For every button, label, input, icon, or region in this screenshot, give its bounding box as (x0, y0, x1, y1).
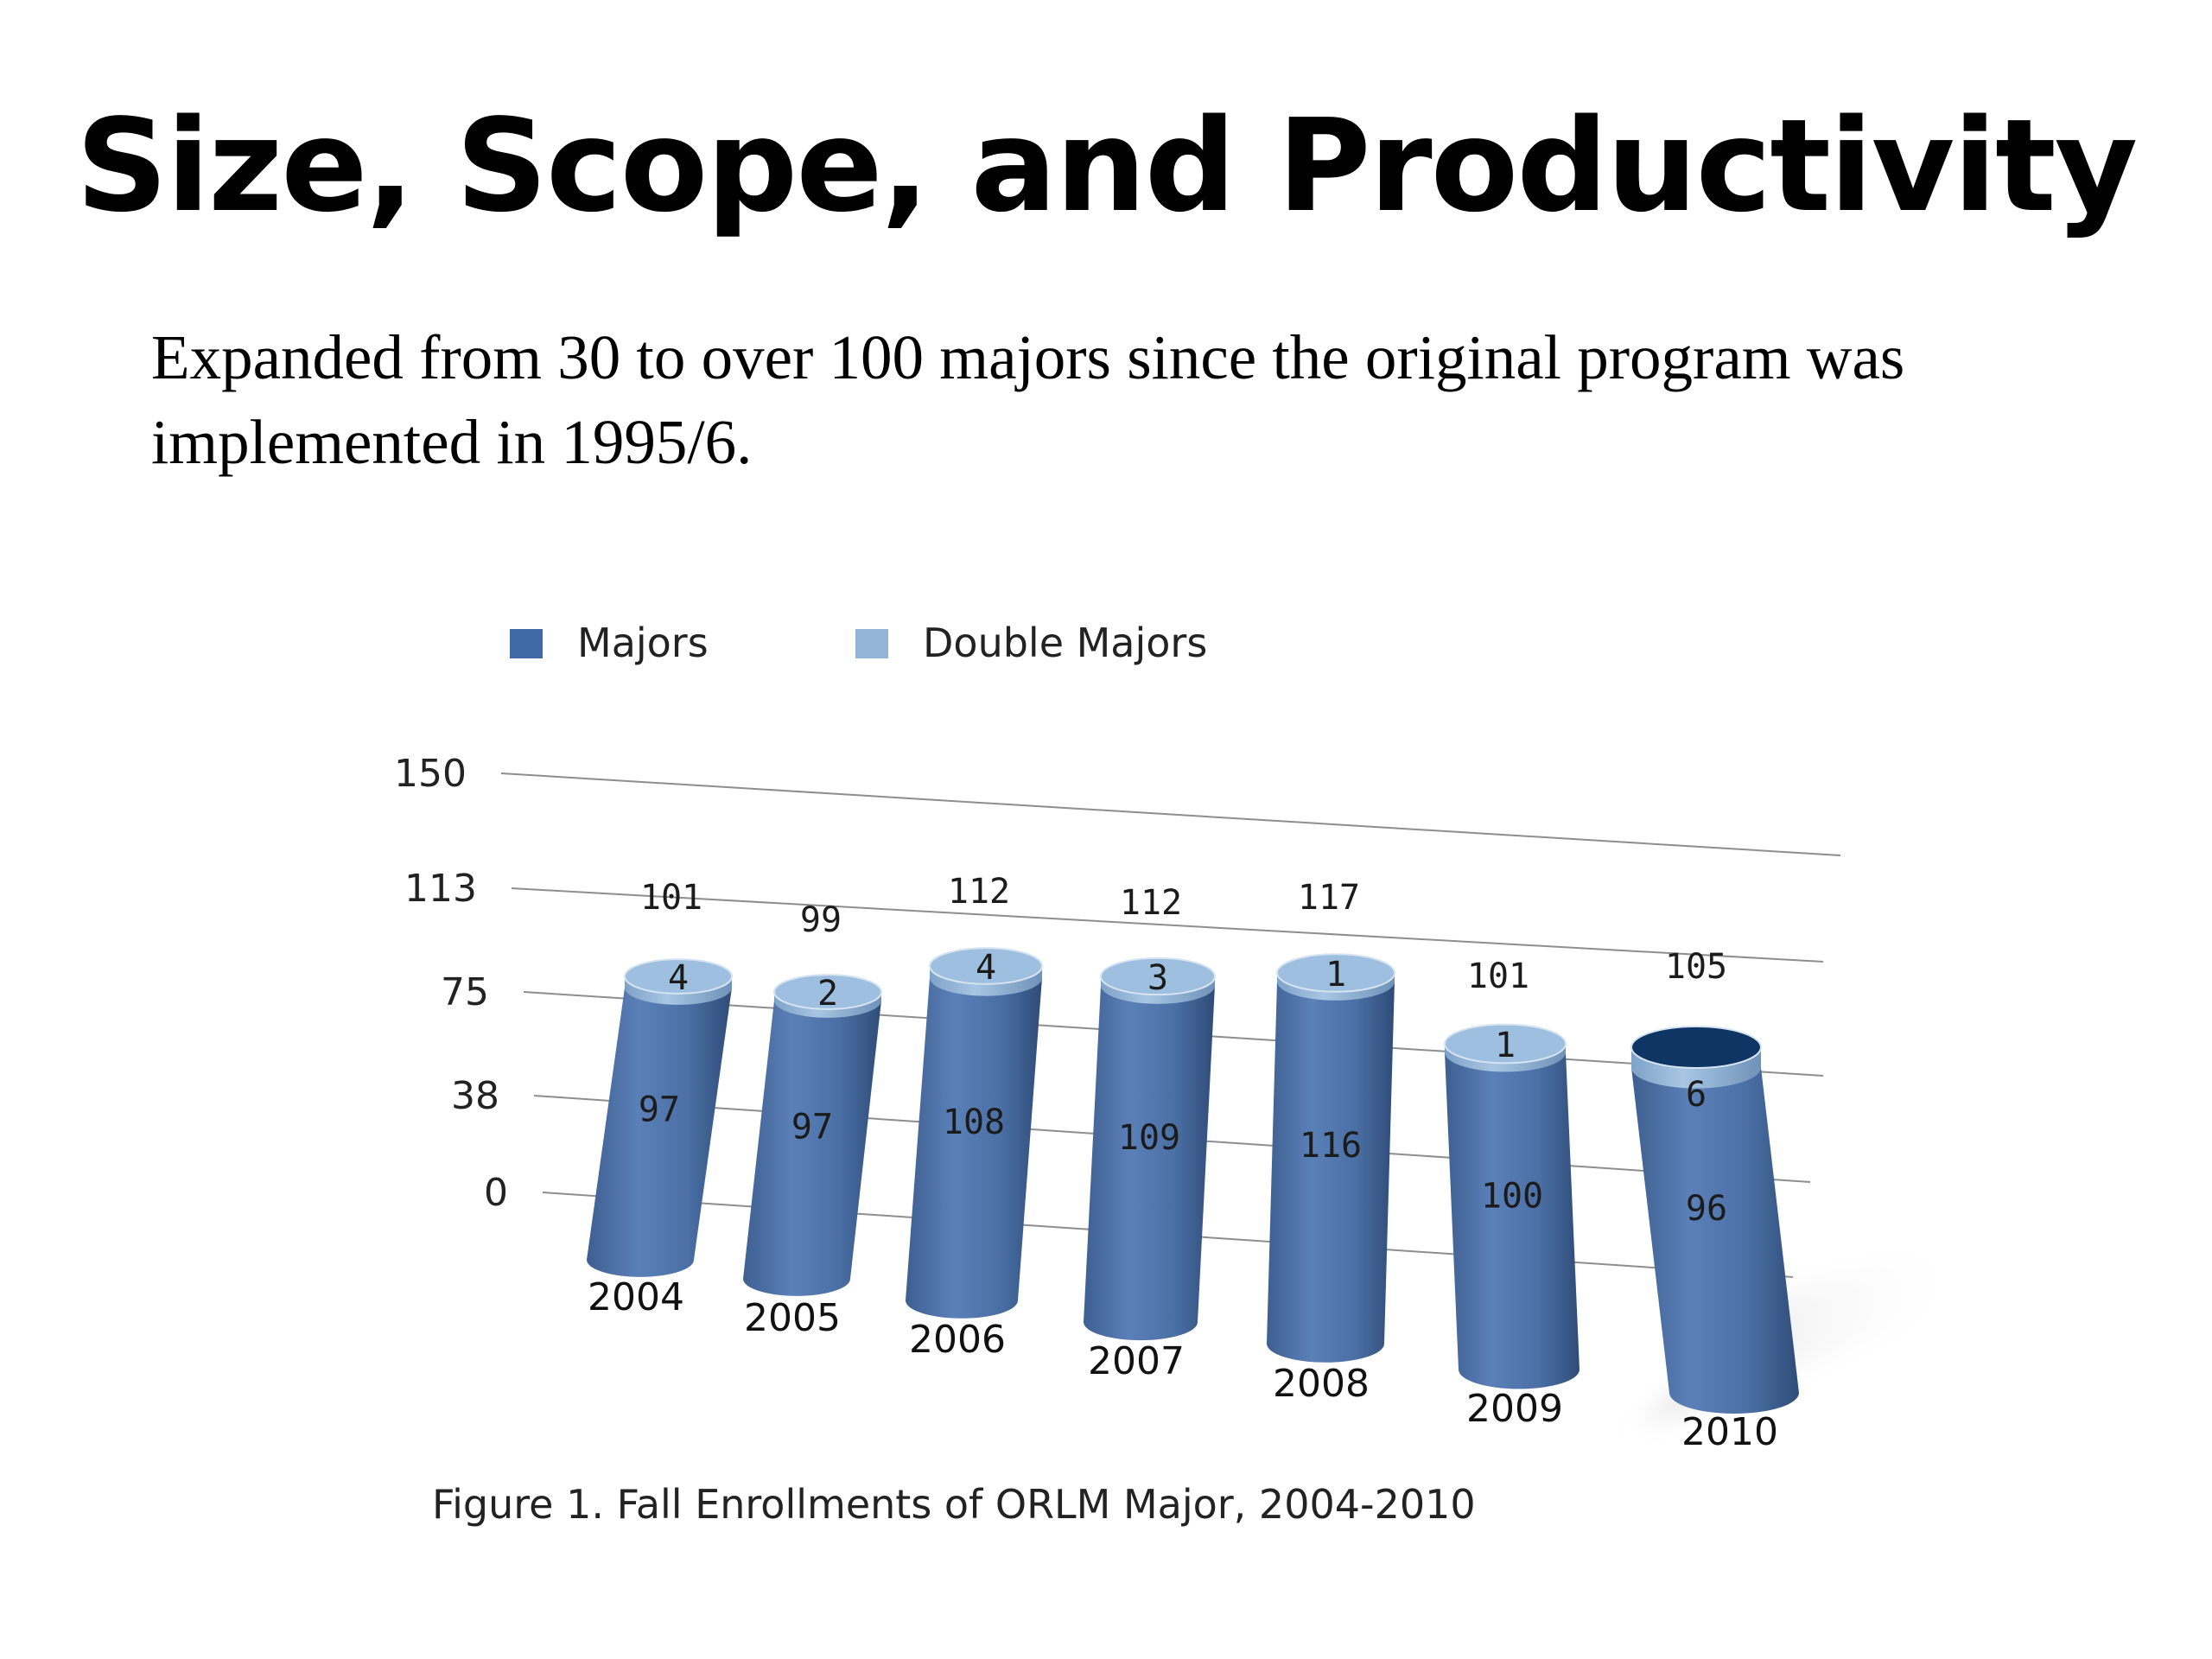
gridline (500, 772, 1841, 856)
bar-majors-2010 (1631, 1067, 1799, 1414)
bar-cap-2008 (1276, 953, 1395, 993)
label-majors-2010: 96 (1686, 1189, 1727, 1229)
gridline (511, 887, 1824, 963)
label-double-majors-2010: 6 (1686, 1075, 1707, 1115)
slide-body-text: Expanded from 30 to over 100 majors sinc… (151, 322, 1905, 477)
bar-cap-2010 (1630, 1026, 1762, 1069)
bar-majors-2008 (1267, 982, 1395, 1363)
label-total-2010: 105 (1665, 947, 1727, 987)
bar-cap-2004 (624, 958, 733, 995)
bar-majors-2006 (906, 977, 1042, 1319)
bar-2007 (1084, 957, 1216, 1341)
figure-caption: Figure 1. Fall Enrollments of ORLM Major… (432, 1481, 1476, 1528)
x-tick-label-2008: 2008 (1273, 1362, 1370, 1406)
label-double-majors-2006: 4 (976, 948, 996, 988)
slide-title: Size, Scope, and Productivity (75, 92, 2138, 240)
label-majors-2006: 108 (943, 1103, 1005, 1142)
bar-2004 (587, 958, 733, 1277)
y-tick-label: 113 (404, 867, 477, 911)
label-double-majors-2004: 4 (668, 958, 689, 998)
bar-majors-2009 (1445, 1052, 1580, 1389)
legend-swatch-majors (510, 629, 543, 658)
bar-majors-2007 (1084, 985, 1215, 1341)
bar-majors-2005 (743, 1001, 881, 1296)
bar-cap-2009 (1444, 1023, 1567, 1065)
label-majors-2004: 97 (639, 1090, 680, 1130)
label-total-2005: 99 (800, 900, 842, 940)
bar-cap-2006 (929, 947, 1043, 985)
label-total-2007: 112 (1120, 883, 1182, 923)
label-majors-2007: 109 (1118, 1118, 1180, 1158)
x-tick-label-2006: 2006 (909, 1318, 1006, 1362)
label-total-2008: 117 (1298, 878, 1360, 918)
bar-2005 (743, 974, 882, 1296)
y-tick-label: 38 (451, 1074, 499, 1118)
x-tick-label-2009: 2009 (1466, 1387, 1563, 1431)
bar-majors-2004 (587, 987, 732, 1277)
bar-2006 (906, 947, 1043, 1319)
label-total-2009: 101 (1467, 957, 1529, 996)
legend-swatch-double-majors (855, 629, 888, 658)
legend-label-double-majors: Double Majors (923, 620, 1207, 666)
y-tick-label: 75 (441, 970, 489, 1014)
label-double-majors-2005: 2 (817, 974, 838, 1014)
bar-2008 (1267, 953, 1395, 1363)
bar-cap-2007 (1100, 957, 1216, 996)
label-majors-2008: 116 (1300, 1126, 1362, 1166)
label-majors-2009: 100 (1481, 1177, 1543, 1217)
x-tick-label-2007: 2007 (1088, 1339, 1185, 1383)
bar-2010 (1630, 1026, 1799, 1414)
y-tick-label: 0 (484, 1171, 508, 1215)
x-tick-label-2005: 2005 (744, 1296, 841, 1340)
label-total-2006: 112 (948, 872, 1010, 912)
label-double-majors-2008: 1 (1325, 955, 1346, 995)
y-tick-label: 150 (394, 752, 467, 796)
label-double-majors-2007: 3 (1147, 958, 1168, 998)
bar-cap-2005 (773, 974, 882, 1010)
label-total-2004: 101 (640, 878, 702, 918)
label-double-majors-2009: 1 (1495, 1026, 1516, 1065)
bar-2009 (1444, 1023, 1580, 1389)
x-tick-label-2010: 2010 (1681, 1410, 1778, 1454)
x-tick-label-2004: 2004 (588, 1275, 684, 1319)
label-majors-2005: 97 (791, 1107, 833, 1147)
legend-label-majors: Majors (577, 620, 709, 666)
